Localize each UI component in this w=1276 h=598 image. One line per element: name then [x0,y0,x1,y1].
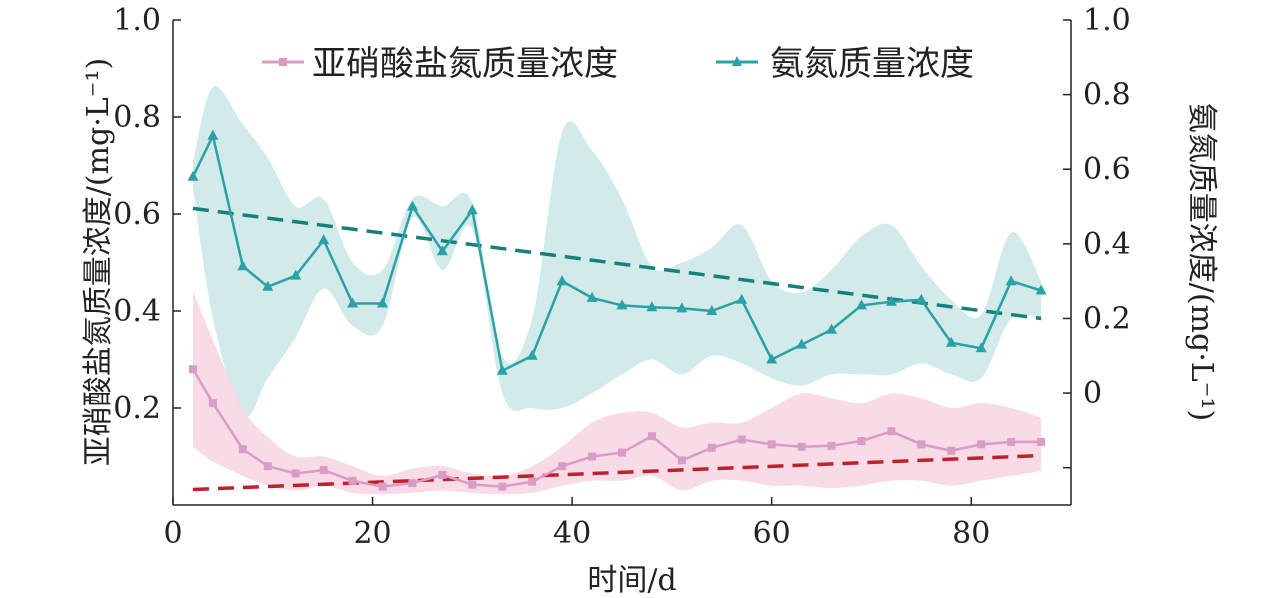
point-ammonia [736,293,748,304]
point-ammonia [262,280,274,291]
band-ammonia [193,86,1042,418]
point-ammonia [616,299,628,310]
series-line-ammonia [191,131,1042,373]
point-nitrite [528,477,537,486]
x-tick-label: 60 [753,516,791,551]
confidence-bands [193,86,1042,495]
legend: 亚硝酸盐氮质量浓度 氨氮质量浓度 [262,44,974,84]
trend-line-nitrite [192,453,1042,492]
point-nitrite [498,482,507,491]
y-right-tick-label: 0.8 [1083,78,1131,113]
legend-nitrite-marker [279,58,287,66]
y-left-tick-label: 0.6 [113,197,161,232]
point-ammonia [706,305,718,315]
point-nitrite [647,432,656,441]
point-nitrite [438,470,447,479]
point-ammonia [466,204,478,215]
point-ammonia [290,269,302,280]
point-ammonia [856,299,867,310]
point-ammonia [676,302,688,313]
point-nitrite [319,466,328,475]
point-ammonia [436,245,448,256]
point-nitrite [677,456,686,465]
y-left-tick-label: 0.2 [113,391,161,426]
point-nitrite [707,443,716,452]
y-right-tick-label: 0.4 [1083,227,1131,262]
series-lines [191,131,1042,488]
axes [172,19,1072,506]
point-ammonia [237,260,249,271]
point-nitrite [977,440,986,449]
point-nitrite [263,462,272,471]
point-ammonia [347,297,359,308]
point-ammonia [556,275,568,286]
point-nitrite [558,462,567,471]
point-ammonia [1005,275,1017,286]
y-right-tick-label: 0.6 [1083,152,1131,187]
point-ammonia [207,129,219,140]
x-tick-label: 80 [952,516,990,551]
y-right-tick-label: 1.0 [1083,3,1131,38]
point-ammonia [526,349,538,360]
point-nitrite [188,365,197,374]
point-ammonia [646,301,658,312]
point-nitrite [947,446,956,455]
x-tick-label: 40 [553,516,591,551]
point-ammonia [496,364,508,375]
point-nitrite [887,427,896,436]
point-nitrite [468,480,477,489]
point-ammonia [945,336,957,347]
y-right-tick-label: 0.2 [1083,301,1131,336]
point-ammonia [187,170,199,181]
point-ammonia [796,338,808,349]
legend-ammonia-label: 氨氮质量浓度 [770,44,974,84]
x-tick-label: 20 [353,516,391,551]
point-nitrite [238,445,247,454]
y-left-tick-label: 1.0 [113,3,161,38]
y-left-tick-label: 0.4 [113,294,161,329]
y-right-tick-label: 0 [1083,376,1102,411]
point-ammonia [586,291,598,302]
point-nitrite [1037,437,1046,446]
point-ammonia [377,297,388,308]
point-ammonia [975,342,987,353]
point-nitrite [348,476,357,485]
point-nitrite [737,435,746,444]
legend-nitrite-label: 亚硝酸盐氮质量浓度 [312,44,618,84]
point-ammonia [1035,284,1047,295]
point-ammonia [885,295,897,306]
series-markers [187,129,1047,491]
y-left-tick-label: 0.8 [113,100,161,135]
point-nitrite [588,452,597,461]
series-line-nitrite [191,368,1042,488]
point-nitrite [917,440,926,449]
point-nitrite [797,442,806,451]
point-ammonia [407,200,418,211]
x-axis-label: 时间/d [587,563,676,598]
point-ammonia [766,353,778,364]
point-nitrite [857,436,866,445]
point-nitrite [291,469,300,478]
legend-ammonia-marker [732,56,742,66]
y-axis-right-label: 氨氮质量浓度/(mg·L⁻¹) [1184,103,1219,422]
point-nitrite [408,479,417,488]
point-ammonia [826,323,837,334]
point-nitrite [378,482,387,491]
tick-labels: 0 20 40 60 80 0.2 0.4 0.6 0.8 1.0 0 0.2 0.4 0.6 0.8 1.0 [113,3,1130,551]
point-nitrite [827,441,836,450]
x-tick-label: 0 [163,516,182,551]
point-nitrite [618,448,626,457]
y-axis-left-label: 亚硝酸盐氮质量浓度/(mg·L⁻¹) [81,58,116,467]
point-ammonia [915,293,927,304]
point-nitrite [208,399,217,408]
point-ammonia [318,234,330,245]
point-nitrite [767,440,776,449]
point-nitrite [1007,437,1016,446]
